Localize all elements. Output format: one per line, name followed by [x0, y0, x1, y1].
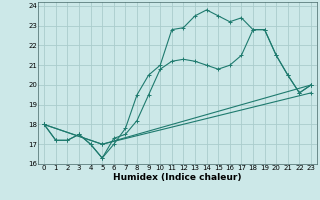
X-axis label: Humidex (Indice chaleur): Humidex (Indice chaleur) — [113, 173, 242, 182]
